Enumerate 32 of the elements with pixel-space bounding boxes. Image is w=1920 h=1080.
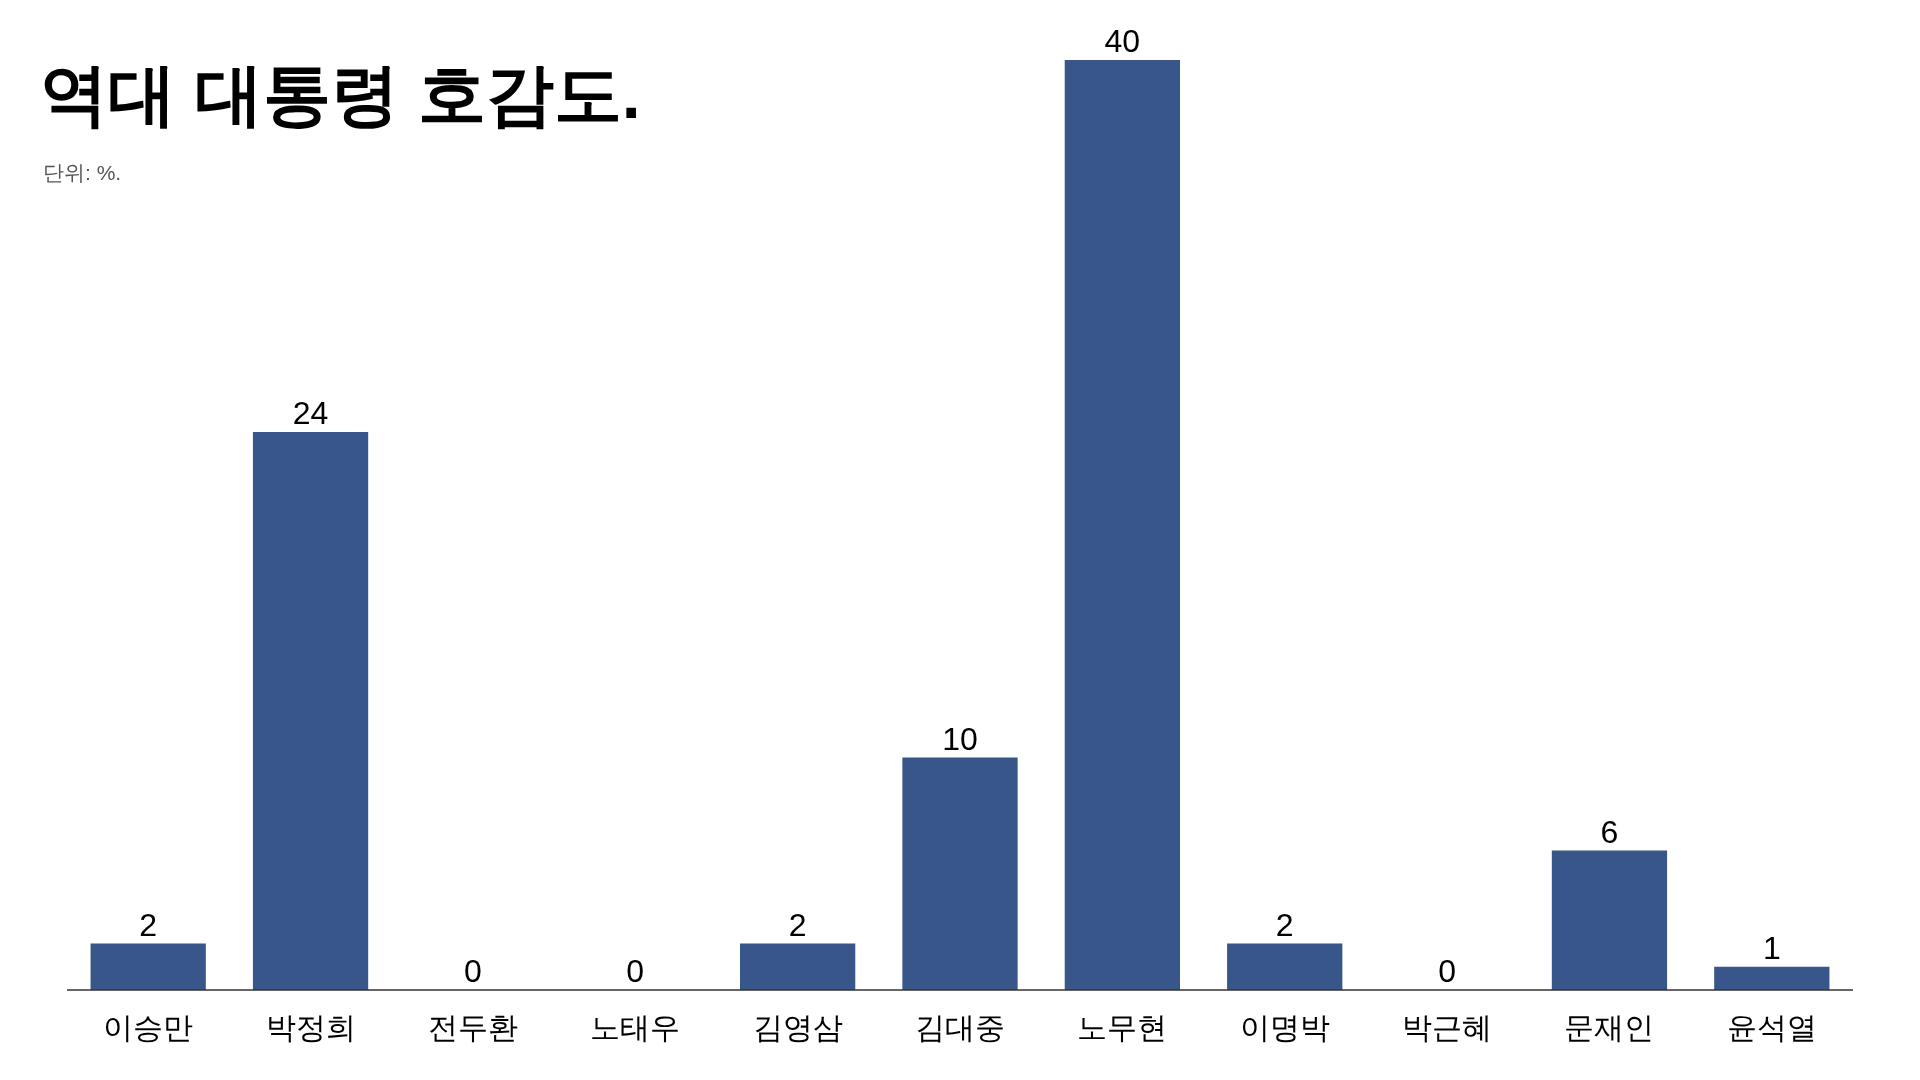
- data-label: 0: [626, 953, 645, 989]
- data-label: 24: [292, 395, 329, 431]
- data-label: 2: [788, 906, 807, 943]
- x-tick-label: 김영삼: [752, 1011, 843, 1044]
- x-tick-label: 노태우: [590, 1011, 681, 1044]
- x-tick-label: 노무현: [1077, 1011, 1168, 1044]
- bar: [902, 757, 1018, 990]
- data-label: 2: [1275, 906, 1294, 943]
- x-tick-label: 박근혜: [1402, 1011, 1493, 1044]
- data-label: 10: [942, 720, 978, 757]
- bar: [90, 943, 206, 990]
- x-tick-label: 박정희: [265, 1011, 356, 1044]
- bar: [1227, 943, 1343, 990]
- x-tick-label: 윤석열: [1726, 1011, 1817, 1044]
- x-tick-label: 문재인: [1564, 1011, 1655, 1044]
- data-label: 40: [1104, 23, 1141, 59]
- data-label: 1: [1762, 929, 1781, 966]
- data-label: 2: [139, 906, 158, 943]
- bar: [1064, 60, 1180, 990]
- data-label: 0: [464, 953, 482, 989]
- x-tick-label: 전두환: [427, 1011, 518, 1044]
- text: 단위: %.: [43, 161, 122, 184]
- x-tick-label: 이승만: [103, 1011, 194, 1044]
- x-tick-label: 김대중: [915, 1011, 1005, 1044]
- bar: [1551, 850, 1668, 990]
- data-label: 6: [1600, 813, 1619, 850]
- bar: [740, 943, 856, 990]
- data-label: 0: [1438, 953, 1456, 989]
- bar: [1714, 966, 1830, 990]
- chart-title: 역대 대통령 호감도.: [40, 56, 641, 132]
- bar: [252, 432, 369, 990]
- x-tick-label: 이명박: [1239, 1011, 1330, 1044]
